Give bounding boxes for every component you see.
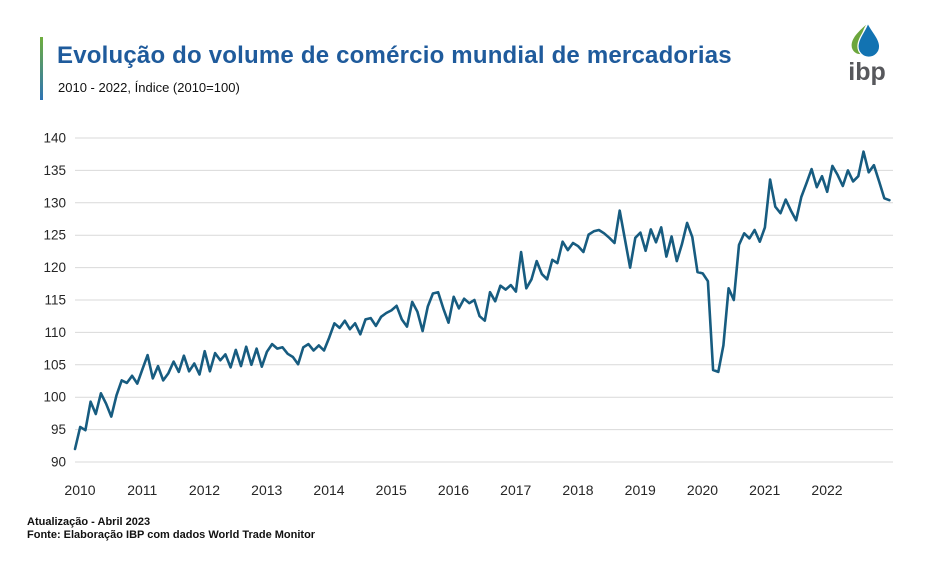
page-title: Evolução do volume de comércio mundial d… xyxy=(57,42,732,69)
page-subtitle: 2010 - 2022, Índice (2010=100) xyxy=(58,80,240,95)
x-axis-label: 2018 xyxy=(562,482,593,498)
y-axis-label: 135 xyxy=(43,163,66,178)
ibp-logo: ibp xyxy=(836,21,898,86)
x-axis-label: 2019 xyxy=(625,482,656,498)
logo-text: ibp xyxy=(848,58,886,86)
x-axis-label: 2021 xyxy=(749,482,780,498)
x-axis-label: 2017 xyxy=(500,482,531,498)
x-axis-label: 2016 xyxy=(438,482,469,498)
logo-leaf-shape xyxy=(851,24,867,55)
x-axis-label: 2013 xyxy=(251,482,282,498)
trade-volume-line xyxy=(73,150,891,451)
x-axis-label: 2015 xyxy=(376,482,407,498)
y-axis-label: 140 xyxy=(43,131,66,146)
x-axis-label: 2011 xyxy=(127,482,157,498)
x-axis-label: 2014 xyxy=(313,482,344,498)
y-axis-label: 130 xyxy=(43,195,66,210)
footer-notes: Atualização - Abril 2023 Fonte: Elaboraç… xyxy=(27,516,315,542)
update-note: Atualização - Abril 2023 xyxy=(27,516,151,528)
y-axis-label: 105 xyxy=(43,357,66,372)
y-axis-label: 95 xyxy=(51,422,66,437)
y-axis-label: 110 xyxy=(44,325,66,340)
x-axis-label: 2022 xyxy=(811,482,842,498)
x-axis-label: 2020 xyxy=(687,482,718,498)
y-axis-label: 115 xyxy=(44,293,66,308)
title-accent-bar xyxy=(40,37,43,100)
y-axis-label: 120 xyxy=(43,260,66,275)
source-note: Fonte: Elaboração IBP com dados World Tr… xyxy=(27,529,316,541)
y-axis-label: 90 xyxy=(51,455,66,470)
y-axis-label: 100 xyxy=(43,390,66,405)
droplet-icon xyxy=(851,21,881,58)
x-axis-label: 2010 xyxy=(64,482,95,498)
logo-drop-shape xyxy=(857,21,881,58)
y-axis-label: 125 xyxy=(43,228,66,243)
x-axis-label: 2012 xyxy=(189,482,220,498)
